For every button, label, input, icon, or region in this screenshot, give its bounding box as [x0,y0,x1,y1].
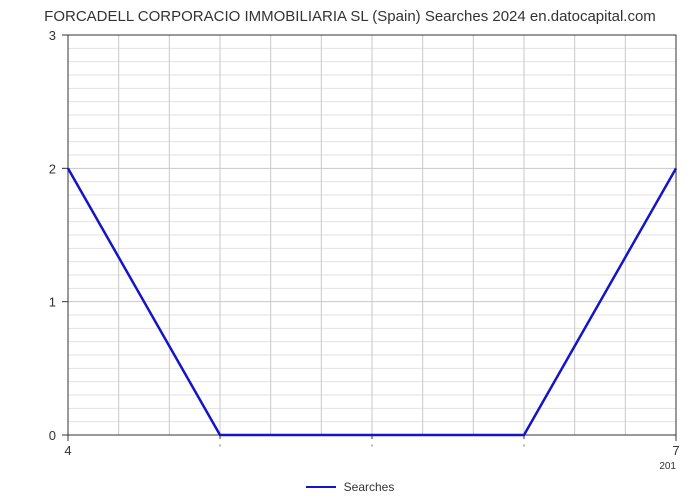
svg-text:201: 201 [659,461,676,472]
svg-text:3: 3 [49,28,56,43]
svg-text:': ' [371,443,373,453]
legend: Searches [0,480,700,494]
svg-text:7: 7 [672,443,679,458]
chart-title: FORCADELL CORPORACIO IMMOBILIARIA SL (Sp… [0,8,700,25]
legend-line [306,486,336,489]
legend-label: Searches [344,480,395,494]
svg-text:': ' [219,443,221,453]
svg-text:0: 0 [49,428,56,443]
chart-container: FORCADELL CORPORACIO IMMOBILIARIA SL (Sp… [0,0,700,500]
svg-text:': ' [523,443,525,453]
svg-text:4: 4 [64,443,71,458]
svg-text:2: 2 [49,161,56,176]
svg-text:1: 1 [49,295,56,310]
chart-svg: 0 1 2 3 4 7 ' ' ' 201 [0,0,700,500]
